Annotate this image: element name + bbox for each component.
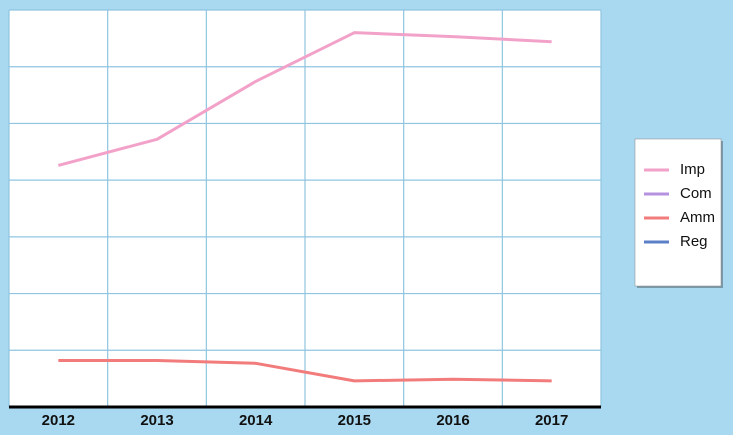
x-tick-label: 2016: [436, 412, 469, 429]
series-line: [58, 358, 552, 383]
x-tick-label: 2014: [239, 412, 273, 429]
legend: [634, 138, 722, 287]
x-tick-label: 2013: [140, 412, 173, 429]
legend-label: Com: [680, 185, 712, 202]
x-tick-label: 2017: [535, 412, 568, 429]
x-tick-label: 2015: [338, 412, 371, 429]
legend-label: Imp: [680, 161, 705, 178]
series-line: [57, 31, 552, 167]
legend-label: Reg: [680, 233, 708, 250]
legend-label: Amm: [680, 209, 715, 226]
x-tick-label: 2012: [42, 412, 75, 429]
